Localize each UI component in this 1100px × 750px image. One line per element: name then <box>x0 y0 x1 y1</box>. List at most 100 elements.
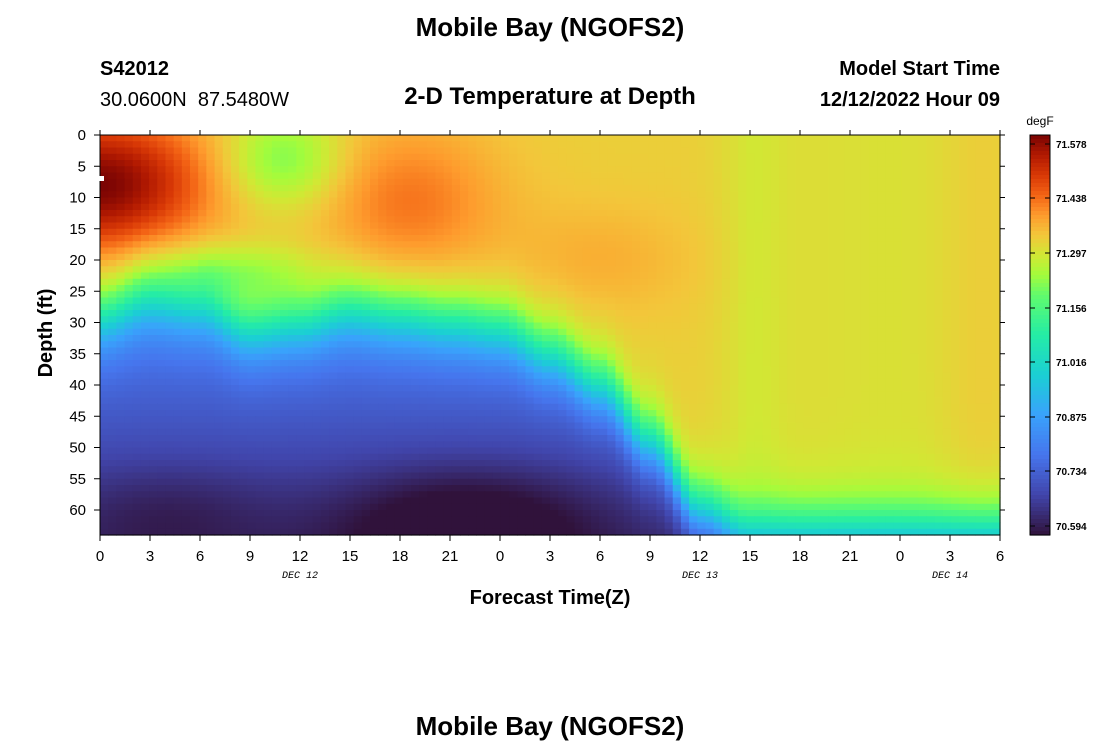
heatmap-cell <box>730 191 739 199</box>
heatmap-cell <box>713 172 723 180</box>
heatmap-cell <box>631 197 641 205</box>
heatmap-cell <box>959 397 968 405</box>
heatmap-cell <box>640 185 649 192</box>
heatmap-cell <box>623 403 633 411</box>
heatmap-cell <box>443 166 453 174</box>
heatmap-cell <box>991 347 1001 355</box>
heatmap-cell <box>451 135 461 142</box>
heatmap-cell <box>361 366 371 374</box>
heatmap-cell <box>779 260 788 267</box>
heatmap-cell <box>828 316 837 324</box>
heatmap-cell <box>410 385 420 392</box>
heatmap-cell <box>558 385 567 392</box>
heatmap-cell <box>607 222 617 230</box>
heatmap-cell <box>509 166 518 174</box>
heatmap-cell <box>214 410 224 417</box>
heatmap-cell <box>721 322 731 330</box>
heatmap-cell <box>910 410 919 417</box>
heatmap-cell <box>337 391 347 399</box>
heatmap-cell <box>460 397 469 405</box>
heatmap-cell <box>509 303 518 311</box>
heatmap-cell <box>942 410 952 417</box>
heatmap-cell <box>206 303 216 311</box>
heatmap-cell <box>803 328 813 336</box>
heatmap-cell <box>967 185 977 192</box>
heatmap-cell <box>885 291 895 299</box>
heatmap-cell <box>959 160 968 167</box>
heatmap-cell <box>721 378 731 386</box>
heatmap-cell <box>950 278 960 286</box>
heatmap-cell <box>689 191 698 199</box>
heatmap-cell <box>607 272 617 280</box>
heatmap-cell <box>795 141 805 149</box>
heatmap-cell <box>672 241 682 249</box>
heatmap-cell <box>410 241 420 249</box>
heatmap-cell <box>582 178 592 186</box>
heatmap-cell <box>484 366 494 374</box>
heatmap-cell <box>353 147 363 155</box>
heatmap-cell <box>157 366 167 374</box>
heatmap-cell <box>108 160 117 167</box>
heatmap-cell <box>885 341 895 349</box>
heatmap-cell <box>239 147 248 155</box>
heatmap-cell <box>877 372 887 380</box>
heatmap-cell <box>942 385 952 392</box>
heatmap-cell <box>500 378 510 386</box>
heatmap-cell <box>705 166 715 174</box>
heatmap-cell <box>230 328 240 336</box>
heatmap-cell <box>451 153 461 161</box>
heatmap-cell <box>852 310 862 317</box>
heatmap-cell <box>648 241 657 249</box>
heatmap-cell <box>370 297 379 305</box>
heatmap-cell <box>828 391 837 399</box>
heatmap-cell <box>410 372 420 380</box>
heatmap-cell <box>165 303 175 311</box>
heatmap-cell <box>664 310 674 317</box>
heatmap-cell <box>206 310 216 317</box>
heatmap-cell <box>893 241 903 249</box>
heatmap-cell <box>386 172 396 180</box>
heatmap-cell <box>762 403 772 411</box>
heatmap-cell <box>803 197 813 205</box>
heatmap-cell <box>918 135 927 142</box>
heatmap-cell <box>631 353 641 361</box>
heatmap-cell <box>484 141 494 149</box>
heatmap-cell <box>746 222 756 230</box>
heatmap-cell <box>509 322 518 330</box>
heatmap-cell <box>550 310 559 317</box>
heatmap-cell <box>648 216 657 224</box>
heatmap-cell <box>541 403 551 411</box>
heatmap-cell <box>860 266 870 274</box>
heatmap-cell <box>288 197 297 205</box>
heatmap-cell <box>370 197 379 205</box>
heatmap-cell <box>312 253 322 261</box>
heatmap-cell <box>910 172 919 180</box>
heatmap-cell <box>419 222 428 230</box>
heatmap-cell <box>410 228 420 236</box>
heatmap-cell <box>582 185 592 192</box>
heatmap-cell <box>574 197 584 205</box>
heatmap-cell <box>386 360 396 367</box>
heatmap-cell <box>173 297 183 305</box>
heatmap-cell <box>770 316 780 324</box>
heatmap-cell <box>476 378 486 386</box>
heatmap-cell <box>738 341 747 349</box>
heatmap-cell <box>762 235 772 242</box>
heatmap-cell <box>869 372 878 380</box>
heatmap-cell <box>721 197 731 205</box>
heatmap-cell <box>697 335 707 342</box>
heatmap-cell <box>320 185 330 192</box>
heatmap-cell <box>100 241 109 249</box>
heatmap-cell <box>509 291 518 299</box>
heatmap-cell <box>672 316 682 324</box>
heatmap-cell <box>599 260 608 267</box>
heatmap-cell <box>533 360 543 367</box>
heatmap-cell <box>132 235 142 242</box>
heatmap-cell <box>370 341 379 349</box>
heatmap-cell <box>370 303 379 311</box>
heatmap-cell <box>427 241 437 249</box>
heatmap-cell <box>337 385 347 392</box>
heatmap-cell <box>288 310 297 317</box>
heatmap-cell <box>132 360 142 367</box>
heatmap-cell <box>820 241 829 249</box>
